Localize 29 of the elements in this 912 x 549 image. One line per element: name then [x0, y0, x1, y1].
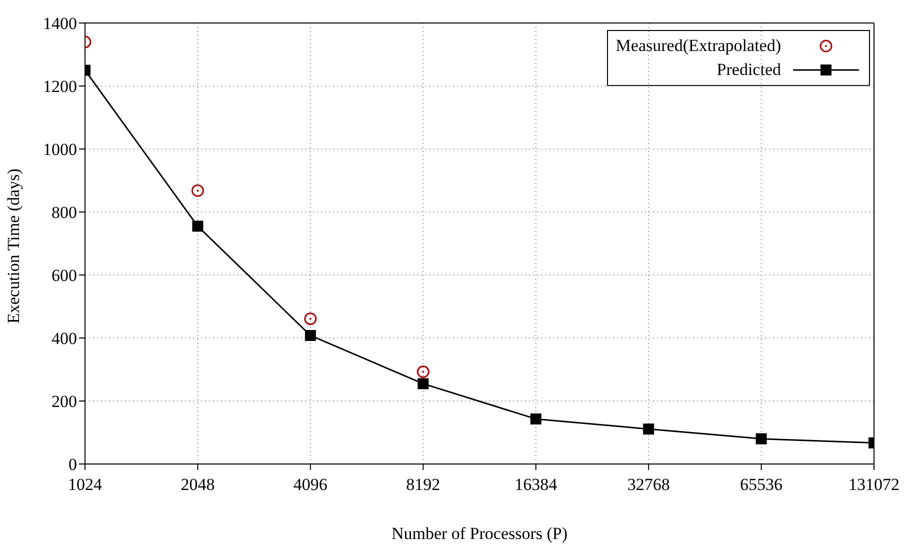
y-tick-label: 800 — [52, 203, 77, 222]
y-tick-label: 400 — [52, 329, 77, 348]
point — [418, 378, 429, 390]
y-tick-label: 1000 — [43, 140, 77, 160]
y-tick-label: 600 — [52, 266, 77, 286]
x-tick-label: 2048 — [180, 475, 215, 494]
y-tick-label: 200 — [52, 392, 77, 412]
point — [643, 424, 654, 435]
y-tick-label: 0 — [68, 455, 77, 474]
x-tick-label: 32768 — [627, 475, 670, 494]
point — [192, 220, 204, 232]
y-tick-label: 1200 — [43, 77, 77, 96]
legend-label: Measured(Extrapolated) — [616, 36, 781, 56]
x-axis-title: Number of Processors (P) — [391, 524, 568, 543]
y-axis-title: Execution Time (days) — [4, 168, 24, 324]
x-tick-label: 4096 — [293, 475, 328, 494]
point — [304, 330, 316, 341]
point — [756, 433, 767, 444]
x-tick-label: 8192 — [406, 475, 440, 494]
legend-label: Predicted — [716, 60, 781, 80]
point — [416, 365, 430, 378]
point — [191, 184, 204, 197]
x-tick-label: 65536 — [740, 475, 783, 494]
point — [530, 413, 542, 424]
x-tick-label: 16384 — [514, 475, 558, 494]
point — [304, 312, 317, 326]
x-tick-label: 1024 — [68, 475, 102, 494]
x-tick-label: 131072 — [848, 475, 900, 494]
y-tick-label: 1400 — [43, 14, 77, 34]
